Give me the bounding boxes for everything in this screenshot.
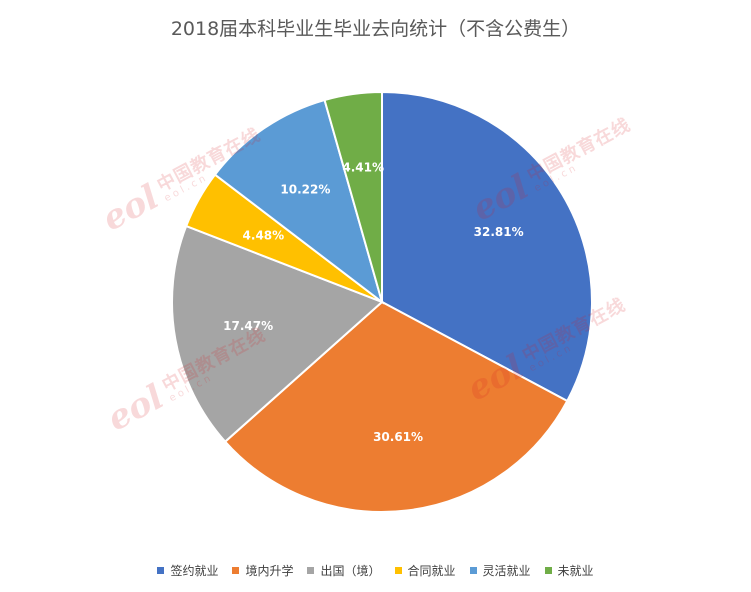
legend-swatch bbox=[232, 567, 240, 574]
legend-item: 境内升学 bbox=[232, 562, 293, 579]
legend-swatch bbox=[307, 567, 315, 574]
legend-item: 出国（境） bbox=[307, 562, 381, 579]
slice-data-label: 17.47% bbox=[223, 319, 273, 333]
slice-data-label: 4.41% bbox=[342, 160, 384, 174]
pie-slice bbox=[323, 90, 383, 303]
slice-data-label: 32.81% bbox=[474, 225, 524, 239]
legend-swatch bbox=[544, 567, 552, 574]
legend-swatch bbox=[469, 567, 477, 574]
legend-label: 出国（境） bbox=[320, 564, 381, 578]
legend-item: 签约就业 bbox=[157, 562, 218, 579]
pie-slice bbox=[171, 224, 384, 444]
legend-item: 灵活就业 bbox=[469, 562, 531, 579]
legend-item: 未就业 bbox=[544, 562, 594, 579]
pie-slice bbox=[223, 300, 569, 513]
slice-data-label: 10.22% bbox=[280, 183, 330, 197]
slice-data-label: 30.61% bbox=[373, 430, 423, 444]
pie-slice bbox=[213, 98, 384, 305]
legend-label: 灵活就业 bbox=[482, 564, 531, 578]
slice-data-label: 4.48% bbox=[243, 229, 285, 243]
chart-title: 2018届本科毕业生毕业去向统计（不含公费生） bbox=[170, 18, 581, 40]
legend-item: 合同就业 bbox=[394, 562, 456, 579]
chart-legend: 签约就业 境内升学 出国（境） 合同就业 灵活就业 未就业 bbox=[0, 562, 751, 579]
legend-label: 未就业 bbox=[557, 564, 594, 578]
legend-label: 境内升学 bbox=[245, 564, 294, 578]
pie-slice bbox=[381, 90, 593, 403]
legend-label: 签约就业 bbox=[170, 564, 219, 578]
legend-label: 合同就业 bbox=[407, 564, 456, 578]
legend-swatch bbox=[157, 567, 165, 574]
legend-swatch bbox=[394, 567, 402, 574]
